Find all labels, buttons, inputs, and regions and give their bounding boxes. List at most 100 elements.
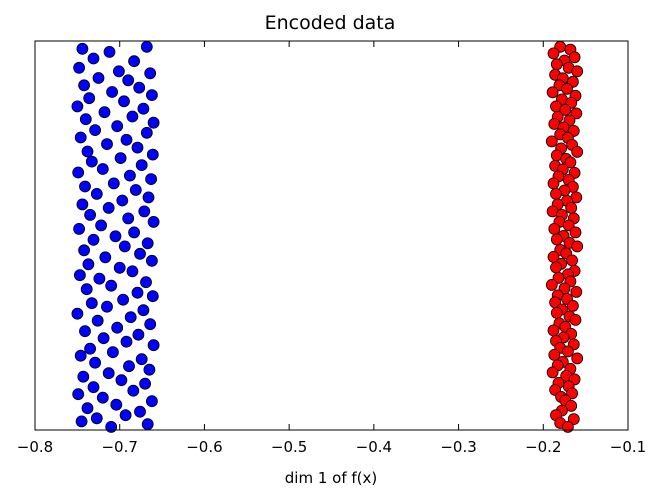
data-point-series-2-53 <box>549 223 560 234</box>
x-tick-label-5: −0.4 <box>356 438 392 456</box>
data-point-series-2-47 <box>566 202 577 213</box>
data-point-series-1-59 <box>135 248 146 259</box>
data-point-series-1-19 <box>99 107 110 118</box>
data-point-series-1-86 <box>85 343 96 354</box>
data-point-series-1-100 <box>97 392 108 403</box>
data-point-series-1-21 <box>80 114 91 125</box>
data-point-series-1-53 <box>129 227 140 238</box>
data-point-series-1-93 <box>103 368 114 379</box>
data-point-series-1-31 <box>147 149 158 160</box>
data-point-series-1-15 <box>84 93 95 104</box>
data-point-series-1-54 <box>110 231 121 242</box>
data-point-series-1-68 <box>106 280 117 291</box>
data-point-series-1-80 <box>112 322 123 333</box>
data-point-series-2-75 <box>567 300 578 311</box>
data-point-series-1-36 <box>73 167 84 178</box>
data-point-series-1-90 <box>90 357 101 368</box>
data-point-series-1-1 <box>77 43 88 54</box>
data-point-series-2-88 <box>562 346 573 357</box>
data-point-series-1-11 <box>79 80 90 91</box>
data-point-series-1-66 <box>94 273 105 284</box>
data-point-series-1-94 <box>78 371 89 382</box>
data-point-series-1-27 <box>121 134 132 145</box>
data-point-series-2-82 <box>548 325 559 336</box>
data-point-series-1-49 <box>123 213 134 224</box>
data-point-series-1-5 <box>129 56 140 67</box>
data-point-series-1-84 <box>121 336 132 347</box>
data-point-series-1-107 <box>76 416 87 427</box>
data-point-series-1-50 <box>148 216 159 227</box>
data-point-series-1-48 <box>85 209 96 220</box>
data-point-series-1-22 <box>148 117 159 128</box>
data-point-series-1-14 <box>146 90 157 101</box>
data-point-series-1-17 <box>72 101 83 112</box>
data-point-series-1-98 <box>128 385 139 396</box>
data-point-series-1-96 <box>140 378 151 389</box>
data-point-series-1-67 <box>141 277 152 288</box>
data-point-series-2-69 <box>546 279 557 290</box>
data-point-series-1-4 <box>88 53 99 64</box>
data-point-series-1-103 <box>82 403 93 414</box>
data-point-series-1-6 <box>74 62 85 73</box>
data-point-series-1-40 <box>80 181 91 192</box>
x-tick-label-8: −0.1 <box>610 438 646 456</box>
data-point-series-1-101 <box>146 396 157 407</box>
data-point-series-1-52 <box>74 223 85 234</box>
data-point-series-1-81 <box>80 326 91 337</box>
x-axis-label: dim 1 of f(x) <box>285 469 377 487</box>
data-point-series-1-3 <box>141 41 152 52</box>
data-point-series-1-89 <box>136 354 147 365</box>
x-tick-label-3: −0.6 <box>186 438 222 456</box>
data-point-series-1-25 <box>141 127 152 138</box>
data-point-series-1-58 <box>79 245 90 256</box>
data-point-series-2-28 <box>546 136 557 147</box>
data-point-series-1-56 <box>142 238 153 249</box>
data-point-series-1-87 <box>107 347 118 358</box>
data-point-series-1-16 <box>119 96 130 107</box>
data-point-series-2-54 <box>570 227 581 238</box>
data-point-series-1-55 <box>88 234 99 245</box>
data-point-series-2-94 <box>547 367 558 378</box>
data-point-series-1-72 <box>118 294 129 305</box>
data-point-series-1-39 <box>108 178 119 189</box>
data-point-series-2-79 <box>570 314 581 325</box>
data-point-series-1-99 <box>73 389 84 400</box>
x-tick-label-2: −0.7 <box>101 438 137 456</box>
data-point-series-1-30 <box>82 146 93 157</box>
data-point-series-1-73 <box>86 298 97 309</box>
data-point-series-1-33 <box>86 156 97 167</box>
data-point-series-1-51 <box>96 220 107 231</box>
data-point-series-1-45 <box>77 199 88 210</box>
data-point-series-2-58 <box>572 241 583 252</box>
data-point-series-1-13 <box>107 87 118 98</box>
data-point-series-1-2 <box>104 46 115 57</box>
data-point-series-2-43 <box>551 188 562 199</box>
data-point-series-1-61 <box>146 255 157 266</box>
data-point-series-2-108 <box>562 421 573 432</box>
data-point-series-1-106 <box>91 413 102 424</box>
data-point-series-1-105 <box>120 410 131 421</box>
data-point-series-1-109 <box>106 421 117 432</box>
data-point-series-1-65 <box>74 270 85 281</box>
data-point-series-1-97 <box>88 382 99 393</box>
data-point-series-1-7 <box>113 66 124 77</box>
data-point-series-2-62 <box>567 255 578 266</box>
data-point-series-1-92 <box>144 364 155 375</box>
data-point-series-2-14 <box>547 87 558 98</box>
data-point-series-1-95 <box>116 375 127 386</box>
data-point-series-2-90 <box>572 353 583 364</box>
data-point-series-1-77 <box>125 312 136 323</box>
data-point-series-1-10 <box>123 75 134 86</box>
data-point-series-1-29 <box>132 142 143 153</box>
data-point-series-1-47 <box>139 206 150 217</box>
data-point-series-1-43 <box>143 192 154 203</box>
data-point-series-1-26 <box>75 132 86 143</box>
data-point-series-1-63 <box>114 262 125 273</box>
data-point-series-1-104 <box>135 406 146 417</box>
data-point-series-1-83 <box>98 333 109 344</box>
data-point-series-2-8 <box>572 66 583 77</box>
data-point-series-2-71 <box>571 286 582 297</box>
data-point-series-1-78 <box>92 315 103 326</box>
data-point-series-2-56 <box>551 234 562 245</box>
